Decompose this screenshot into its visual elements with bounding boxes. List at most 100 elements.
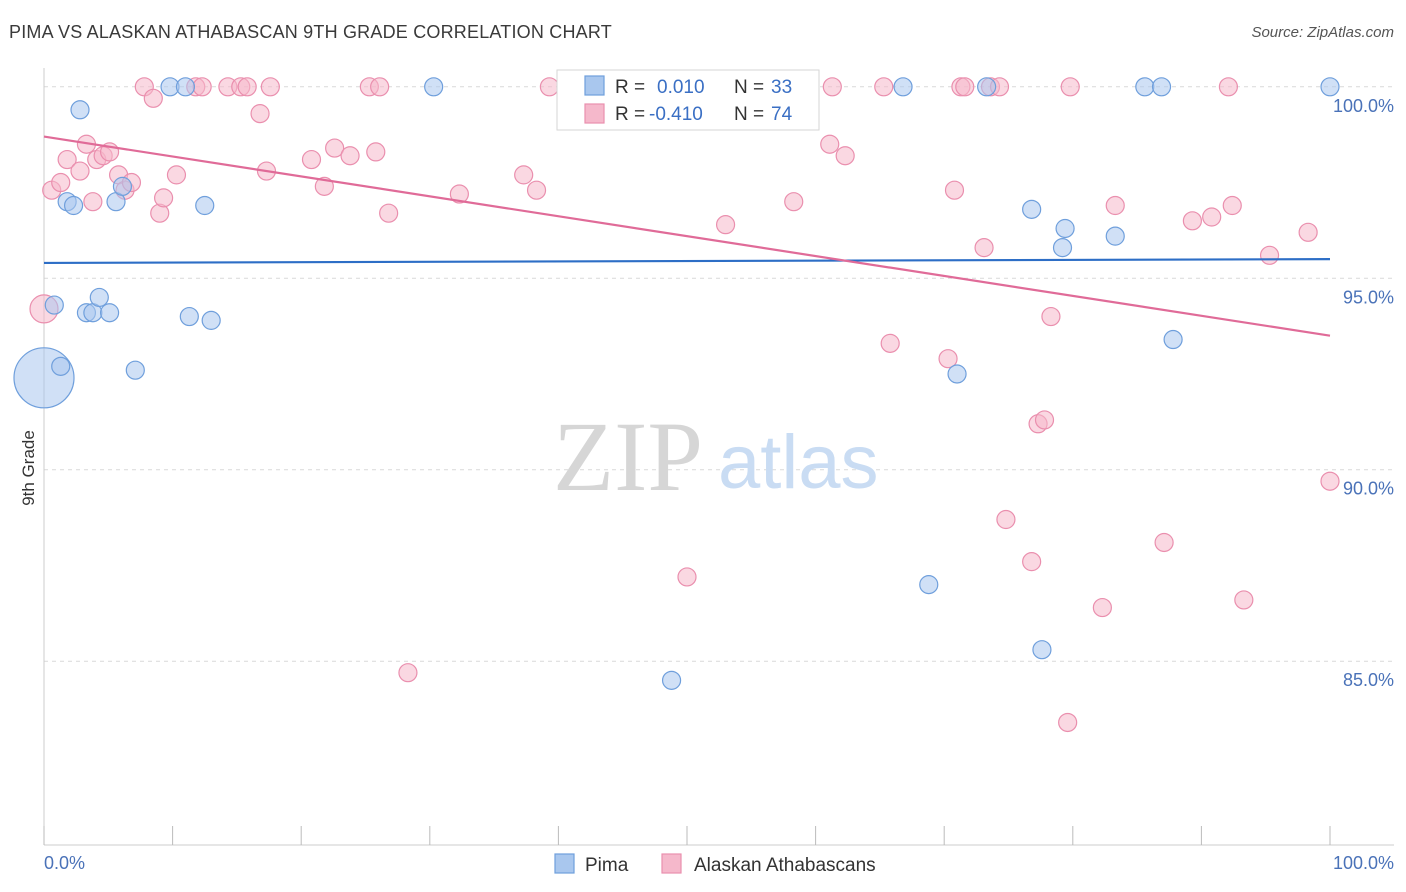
point-athabascan: [192, 77, 212, 97]
legend-r-value-pima: 0.010: [657, 77, 705, 98]
source-label: Source: ZipAtlas.com: [1251, 24, 1394, 41]
point-athabascan: [944, 180, 965, 200]
bottom-legend-label-athabascan: Alaskan Athabascans: [694, 855, 876, 876]
point-athabascan: [880, 333, 900, 353]
point-pima: [1320, 77, 1340, 97]
point-athabascan: [1105, 195, 1125, 216]
x-tick-labels: 0.0% 100.0%: [44, 853, 1394, 873]
legend-r-label-athabascan: R =: [615, 104, 645, 125]
bottom-legend: Pima Alaskan Athabascans: [554, 853, 876, 876]
point-athabascan: [340, 146, 360, 166]
chart-title: PIMA VS ALASKAN ATHABASCAN 9TH GRADE COR…: [9, 22, 612, 42]
point-athabascan: [57, 149, 77, 170]
x-tick-label-min: 0.0%: [44, 853, 85, 873]
series-pima: [13, 77, 1340, 690]
point-pima: [1022, 199, 1042, 219]
axes: [43, 68, 1394, 846]
point-athabascan: [820, 134, 840, 154]
point-pima: [13, 347, 75, 409]
legend-r-label-pima: R =: [615, 77, 645, 98]
point-athabascan: [1034, 410, 1055, 430]
point-athabascan: [1092, 597, 1112, 618]
y-tick-label: 90.0%: [1343, 479, 1394, 499]
point-pima: [1135, 77, 1155, 97]
point-pima: [1163, 329, 1183, 350]
point-athabascan: [1041, 306, 1061, 327]
bottom-legend-label-pima: Pima: [585, 855, 629, 876]
point-pima: [947, 364, 967, 384]
point-pima: [89, 287, 109, 308]
point-athabascan: [314, 176, 334, 196]
point-pima: [125, 360, 145, 380]
point-athabascan: [237, 77, 257, 97]
point-pima: [179, 306, 199, 327]
point-athabascan: [822, 77, 842, 97]
point-athabascan: [715, 215, 736, 235]
point-athabascan: [51, 172, 71, 193]
point-athabascan: [1218, 77, 1239, 97]
point-pima: [70, 100, 90, 120]
point-athabascan: [70, 161, 90, 181]
y-tick-label: 100.0%: [1333, 96, 1394, 116]
point-athabascan: [325, 138, 345, 158]
point-pima: [44, 295, 64, 315]
point-athabascan: [1154, 532, 1174, 553]
point-athabascan: [996, 509, 1016, 530]
point-athabascan: [1060, 77, 1080, 97]
point-pima: [51, 356, 71, 376]
point-athabascan: [514, 165, 534, 185]
legend-r-value-athabascan: -0.410: [649, 104, 703, 125]
point-athabascan: [449, 184, 469, 204]
watermark-zip: ZIP: [553, 401, 703, 512]
trend-lines: [43, 135, 1331, 337]
point-athabascan: [1202, 207, 1222, 227]
legend-n-label-pima: N =: [734, 77, 764, 98]
legend: R = 0.010 N = 33 R = -0.410 N = 74: [556, 69, 820, 131]
point-pima: [424, 77, 444, 97]
point-pima: [195, 195, 215, 216]
point-pima: [201, 310, 221, 330]
point-athabascan: [153, 188, 174, 208]
y-axis-title: 9th Grade: [19, 430, 38, 506]
point-athabascan: [166, 165, 187, 185]
legend-n-value-athabascan: 74: [771, 104, 793, 125]
point-pima: [893, 77, 913, 97]
point-athabascan: [260, 77, 280, 97]
y-tick-labels: 85.0% 90.0% 95.0% 100.0%: [1333, 96, 1394, 690]
point-pima: [661, 670, 682, 690]
point-athabascan: [784, 192, 804, 212]
point-pima: [63, 195, 84, 216]
point-athabascan: [1234, 590, 1254, 610]
point-pima: [175, 77, 196, 97]
legend-swatch-athabascan: [584, 103, 605, 124]
point-athabascan: [83, 192, 103, 212]
point-pima: [1032, 640, 1052, 660]
point-athabascan: [301, 149, 322, 170]
point-athabascan: [974, 238, 994, 258]
point-athabascan: [1320, 471, 1340, 491]
point-athabascan: [938, 349, 958, 369]
point-athabascan: [1259, 245, 1280, 265]
point-pima: [1052, 238, 1073, 258]
point-pima: [1151, 77, 1172, 97]
y-tick-label: 95.0%: [1343, 287, 1394, 307]
point-athabascan: [250, 104, 270, 124]
x-tick-label-max: 100.0%: [1333, 853, 1394, 873]
point-athabascan: [874, 77, 894, 97]
legend-swatch-pima: [584, 75, 605, 96]
watermark: ZIP atlas: [553, 401, 879, 512]
trend-line-athabascan: [43, 135, 1331, 337]
point-athabascan: [379, 203, 399, 223]
point-athabascan: [143, 88, 163, 108]
watermark-atlas: atlas: [718, 420, 879, 505]
point-athabascan: [370, 77, 390, 97]
point-athabascan: [1298, 222, 1318, 242]
point-athabascan: [526, 180, 547, 200]
point-athabascan: [1022, 552, 1042, 572]
point-athabascan: [835, 146, 855, 166]
point-pima: [112, 176, 133, 196]
point-athabascan: [366, 142, 386, 162]
legend-n-label-athabascan: N =: [734, 104, 764, 125]
point-athabascan: [1058, 712, 1078, 733]
